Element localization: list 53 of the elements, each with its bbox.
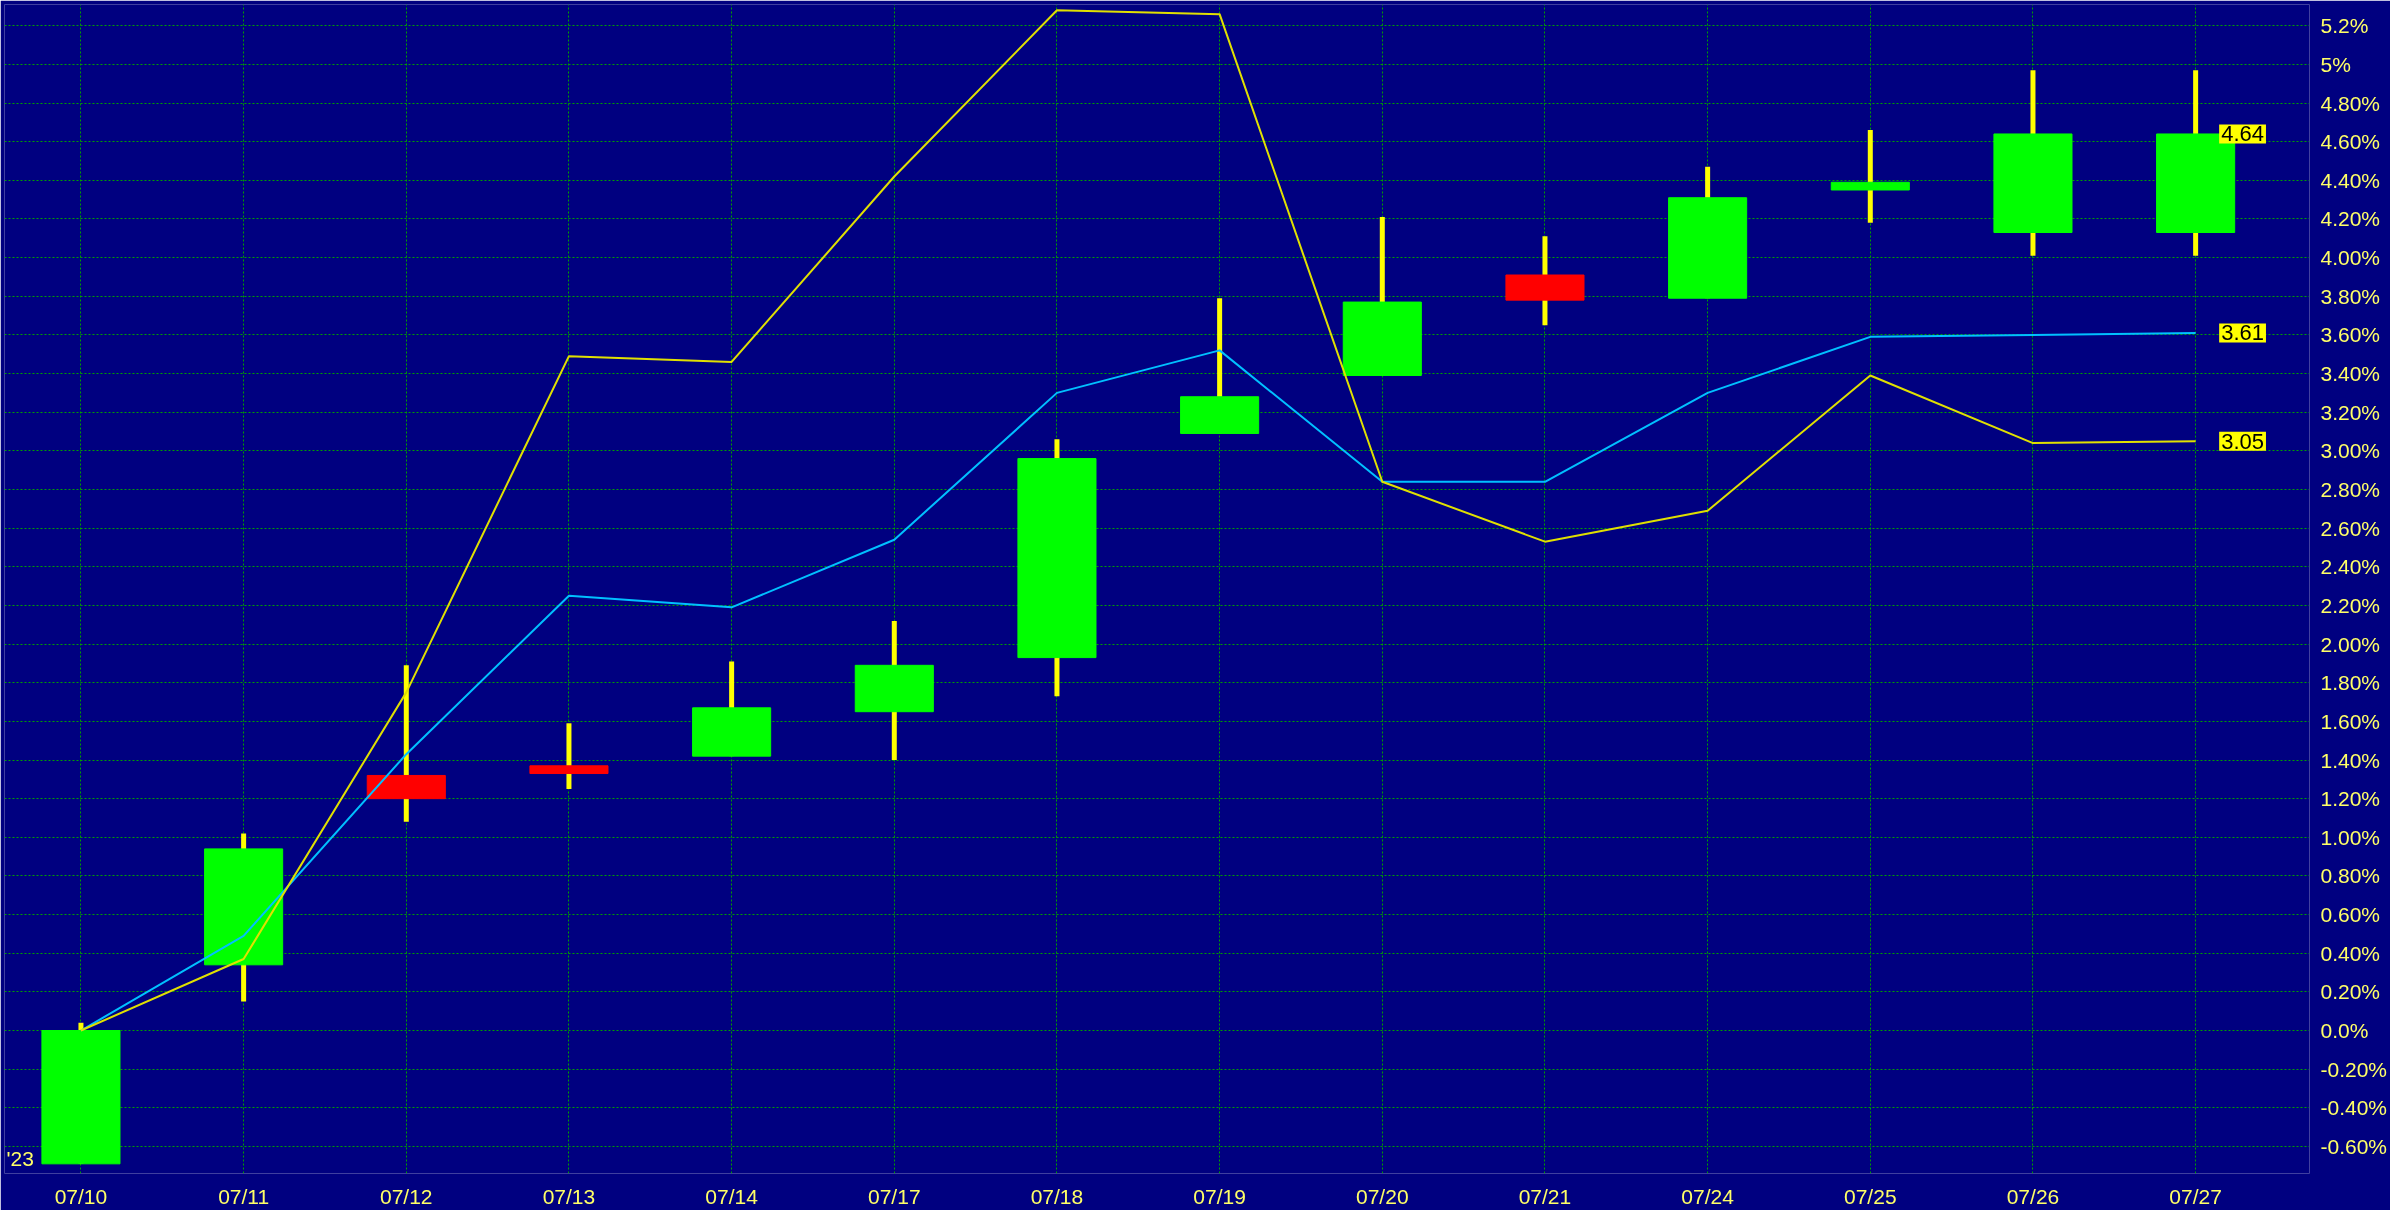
y-tick-label: 4.80% <box>2320 91 2381 115</box>
x-tick-label: 07/17 <box>868 1184 921 1208</box>
y-tick-label: 4.00% <box>2320 246 2381 270</box>
candlestick <box>366 665 446 822</box>
y-tick-label: 1.20% <box>2320 787 2381 811</box>
line-series <box>79 331 2197 1032</box>
x-tick-label: 07/14 <box>705 1184 759 1208</box>
y-tick-label: 0.80% <box>2320 864 2381 888</box>
y-tick-label: 3.20% <box>2320 400 2381 424</box>
y-tick-label: 0.0% <box>2320 1019 2369 1043</box>
x-tick-label: 07/18 <box>1030 1184 1084 1208</box>
annotation: 3.05 <box>2221 428 2264 454</box>
y-tick-label: 2.20% <box>2320 593 2381 617</box>
x-tick-label: 07/13 <box>542 1184 596 1208</box>
y-tick-label: 3.00% <box>2320 439 2381 463</box>
y-tick-label: 4.40% <box>2320 168 2381 192</box>
y-tick-label: 4.20% <box>2320 207 2381 231</box>
x-tick-label: 07/26 <box>2006 1184 2060 1208</box>
annotation: '23 <box>6 1146 34 1170</box>
y-tick-label: 4.60% <box>2320 130 2381 154</box>
y-tick-label: 1.40% <box>2320 748 2381 772</box>
y-tick-label: 2.60% <box>2320 516 2381 540</box>
x-tick-label: 07/27 <box>2169 1184 2222 1208</box>
y-tick-label: 0.40% <box>2320 941 2381 965</box>
x-tick-label: 07/12 <box>380 1184 433 1208</box>
x-tick-label: 07/25 <box>1844 1184 1897 1208</box>
annotation: 3.61 <box>2221 320 2264 346</box>
x-tick-label: 07/19 <box>1193 1184 1246 1208</box>
line-series <box>79 9 2197 1032</box>
candlestick <box>1830 130 1910 223</box>
y-tick-label: 1.00% <box>2320 825 2381 849</box>
y-tick-label: 0.20% <box>2320 980 2381 1004</box>
y-tick-label: 3.80% <box>2320 284 2381 308</box>
y-tick-label: 1.60% <box>2320 709 2381 733</box>
y-tick-label: 2.80% <box>2320 477 2381 501</box>
x-tick-label: 07/11 <box>218 1184 270 1208</box>
y-tick-label: -0.20% <box>2320 1057 2388 1081</box>
y-tick-label: -0.60% <box>2320 1134 2388 1158</box>
x-tick-label: 07/20 <box>1356 1184 1409 1208</box>
annotation: 4.64 <box>2221 121 2264 147</box>
y-tick-label: 5.2% <box>2320 14 2369 38</box>
y-tick-label: 3.60% <box>2320 323 2381 347</box>
y-tick-label: 0.60% <box>2320 903 2381 927</box>
y-tick-label: 2.00% <box>2320 632 2381 656</box>
x-tick-label: 07/24 <box>1681 1184 1735 1208</box>
y-tick-label: 1.80% <box>2320 671 2381 695</box>
candlestick <box>529 723 609 789</box>
x-tick-label: 07/21 <box>1518 1184 1572 1208</box>
x-tick-label: 07/10 <box>54 1184 108 1208</box>
y-tick-label: 5% <box>2320 52 2351 76</box>
y-tick-label: 3.40% <box>2320 362 2381 386</box>
y-tick-label: 2.40% <box>2320 555 2381 579</box>
y-tick-label: -0.40% <box>2320 1096 2388 1120</box>
